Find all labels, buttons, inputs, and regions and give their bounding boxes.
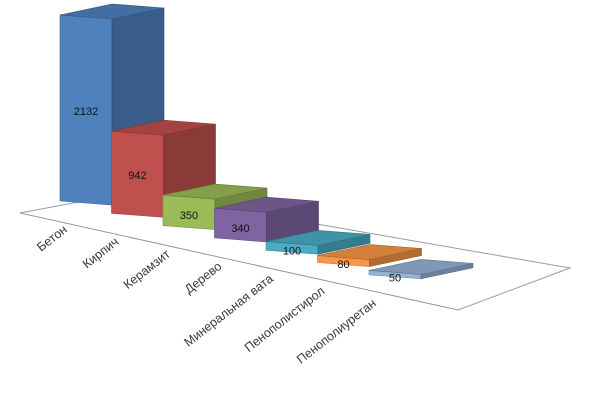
category-label: Бетон (34, 222, 70, 254)
bar-top-face (317, 244, 422, 260)
bar-6 (317, 244, 422, 267)
value-label: 50 (389, 273, 401, 285)
bar-top-face (368, 259, 474, 275)
bar-7 (368, 259, 474, 280)
bar-top-face (111, 119, 216, 136)
value-label: 100 (283, 246, 301, 258)
category-label: Дерево (182, 259, 224, 296)
bar-top-face (162, 183, 268, 200)
bar-top-face (265, 230, 371, 246)
bar-top-face (214, 196, 319, 213)
category-label: Кирпич (80, 235, 121, 272)
bars-group (59, 3, 474, 280)
bar-top-face (59, 3, 165, 20)
value-labels-group: 2132 942 350 340 100 80 50 (74, 106, 401, 285)
value-label: 942 (128, 170, 146, 182)
value-label: 350 (180, 210, 198, 222)
category-label: Керамзит (121, 247, 173, 292)
bar-4 (214, 196, 319, 243)
value-label: 80 (337, 259, 349, 271)
bar-5 (265, 230, 371, 255)
value-label: 2132 (74, 106, 98, 118)
value-label: 340 (231, 223, 249, 235)
